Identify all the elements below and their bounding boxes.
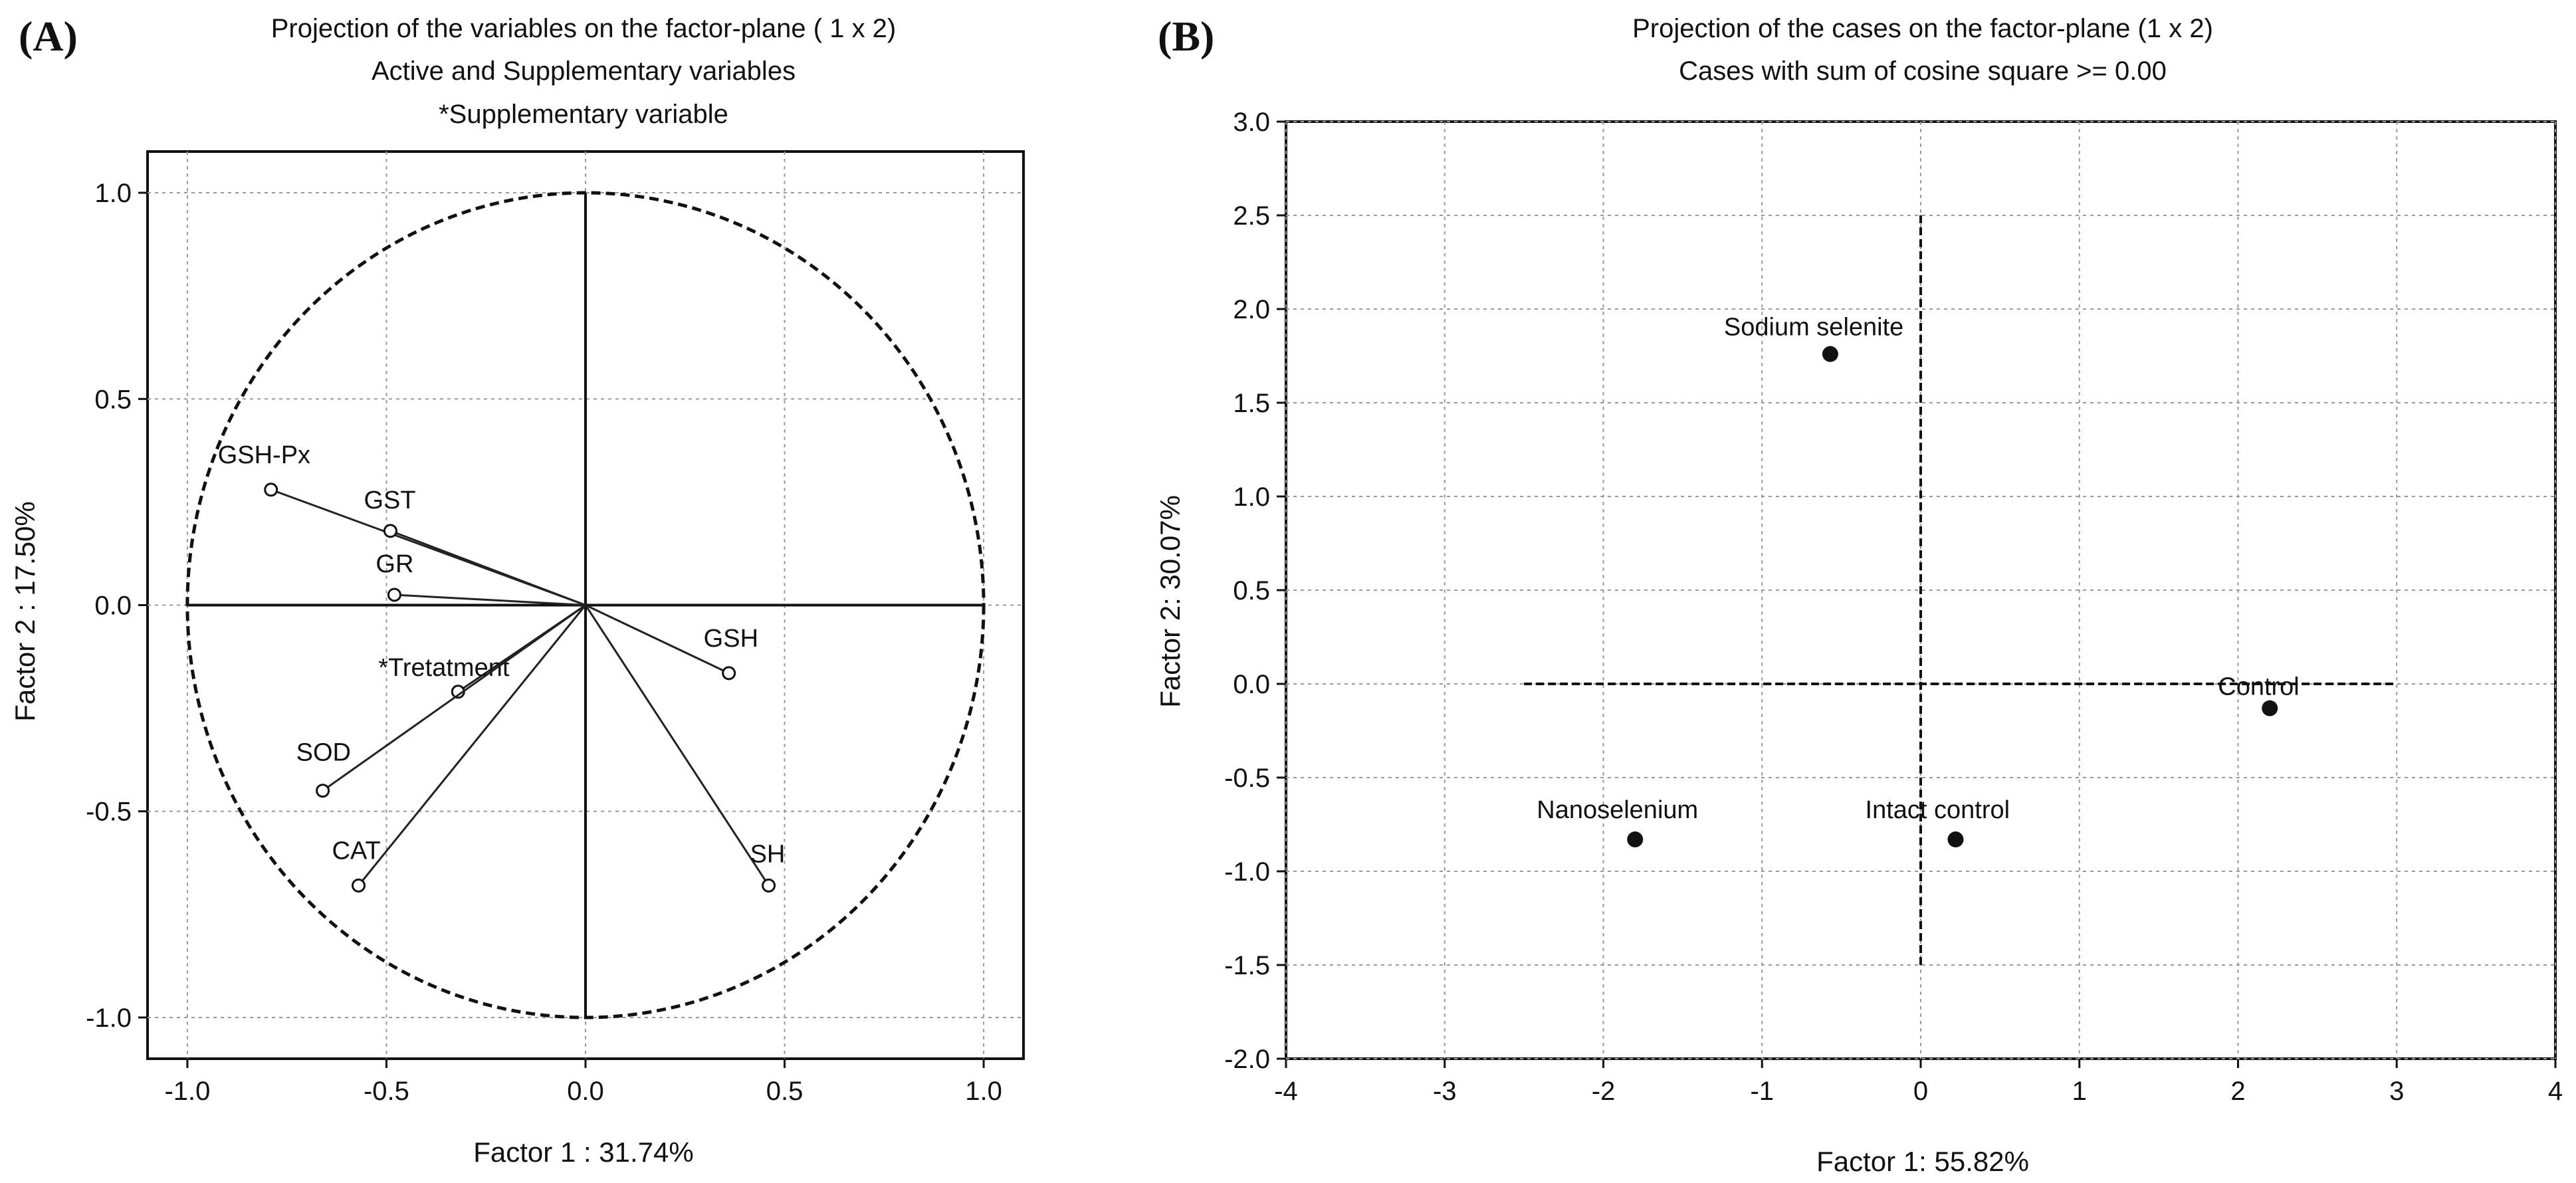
y-tick-label: 0.5 xyxy=(94,385,132,414)
variable-point xyxy=(762,878,776,893)
variable-point xyxy=(383,524,397,538)
variable-point xyxy=(264,483,278,497)
variable-label: SOD xyxy=(296,739,351,767)
vector-line xyxy=(389,530,586,606)
variable-label: CAT xyxy=(332,837,381,865)
y-tick-label: -0.5 xyxy=(86,798,132,827)
y-tick-label: 0.0 xyxy=(94,592,132,621)
y-tick-label: 1.0 xyxy=(94,179,132,208)
x-tick-label: 0.5 xyxy=(766,1077,804,1106)
x-tick-label: 1.0 xyxy=(965,1077,1002,1106)
variable-point xyxy=(352,878,366,893)
variable-label: GSH-Px xyxy=(218,441,310,469)
chart-a-ylabel: Factor 2 : 17.50% xyxy=(9,501,41,722)
chart-a-plot-area: -1.0 -0.5 0.0 0.5 1.0 1.0 0.5 0.0 -0.5 -1.0 GSH-Px… xyxy=(86,150,1025,1106)
vector-line xyxy=(584,604,770,887)
vector-line xyxy=(322,604,586,792)
x-tick-label: -1.0 xyxy=(164,1077,210,1106)
chart-a-note: *Supplementary variable xyxy=(439,100,728,129)
variable-label: SH xyxy=(750,840,786,868)
panel-letter-a: (A) xyxy=(19,13,78,60)
panel-letter-b: (B) xyxy=(1158,13,1215,60)
variable-label: GSH xyxy=(704,625,758,653)
chart-a-xlabel: Factor 1 : 31.74% xyxy=(473,1136,694,1168)
variable-label: *Tretatment xyxy=(378,654,510,682)
variable-label: GR xyxy=(376,550,413,578)
vector-line xyxy=(358,604,587,887)
y-tick-label: -1.0 xyxy=(86,1004,132,1033)
chart-a-title: Projection of the variables on the facto… xyxy=(271,14,897,43)
x-tick-label: -0.5 xyxy=(364,1077,409,1106)
variable-point xyxy=(387,588,401,602)
x-tick-label: 0.0 xyxy=(567,1077,604,1106)
variable-label: GST xyxy=(364,486,415,514)
vector-line xyxy=(585,604,730,675)
variable-point xyxy=(316,784,330,798)
vector-line xyxy=(394,593,586,606)
chart-a-subtitle: Active and Supplementary variables xyxy=(372,56,796,86)
variable-point xyxy=(722,666,736,681)
